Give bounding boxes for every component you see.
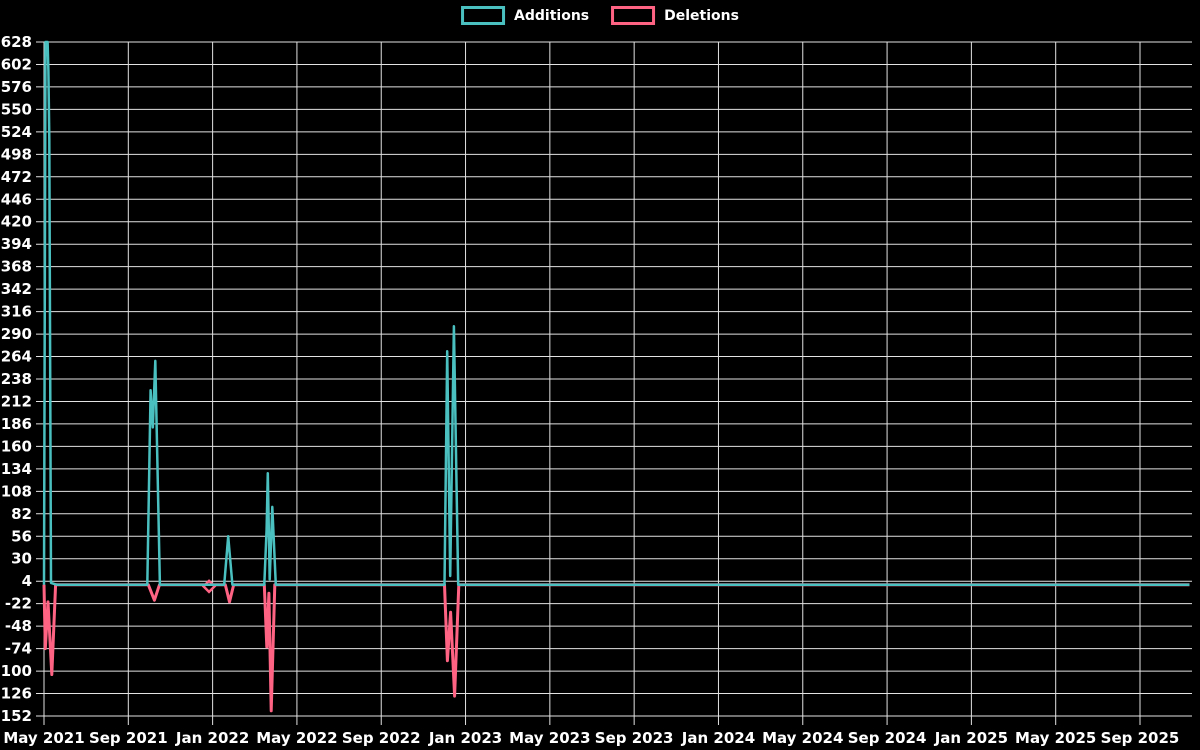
chart-legend: Additions Deletions [461,6,739,25]
y-tick-label: 160 [1,437,32,455]
y-tick-label: 602 [1,55,32,73]
deletions-legend-label: Deletions [664,7,739,24]
y-tick-label: 82 [11,505,32,523]
y-tick-label: 394 [1,235,32,253]
y-tick-label: 186 [1,415,32,433]
y-tick-label: -126 [0,685,32,703]
x-tick-label: May 2024 [762,729,843,747]
y-tick-label: -152 [0,707,32,725]
y-tick-label: 576 [1,78,32,96]
x-tick-label: Sep 2025 [1101,729,1180,747]
y-tick-label: 30 [11,550,32,568]
y-tick-label: 108 [1,482,32,500]
y-tick-label: 472 [1,168,32,186]
y-tick-label: 134 [1,460,32,478]
x-tick-label: May 2025 [1015,729,1096,747]
y-tick-label: 4 [22,572,32,590]
x-tick-label: May 2023 [509,729,590,747]
y-tick-label: 446 [1,190,32,208]
y-tick-label: 498 [1,145,32,163]
x-tick-label: Jan 2023 [428,729,502,747]
y-tick-label: 420 [1,213,32,231]
y-tick-label: 264 [1,348,32,366]
x-tick-label: Jan 2022 [175,729,249,747]
y-tick-label: 628 [1,33,32,51]
x-tick-label: May 2021 [3,729,84,747]
x-tick-label: May 2022 [256,729,337,747]
legend-item-deletions[interactable]: Deletions [611,6,739,25]
x-tick-label: Sep 2022 [342,729,421,747]
x-tick-label: Jan 2025 [934,729,1008,747]
legend-item-additions[interactable]: Additions [461,6,589,25]
additions-legend-label: Additions [514,7,590,24]
additions-legend-swatch [461,6,506,25]
y-tick-label: 238 [1,370,32,388]
y-tick-label: 316 [1,303,32,321]
x-tick-label: Jan 2024 [681,729,755,747]
additions-line [42,40,1190,586]
y-tick-label: 56 [11,527,32,545]
x-tick-label: Sep 2021 [89,729,168,747]
y-tick-label: 212 [1,392,32,410]
y-tick-label: 342 [1,280,32,298]
y-tick-label: -74 [5,640,32,658]
y-tick-label: 368 [1,258,32,276]
y-tick-label: -100 [0,662,32,680]
y-tick-label: -48 [5,617,32,635]
y-tick-label: 290 [1,325,32,343]
y-tick-label: -22 [5,595,32,613]
y-tick-label: 524 [1,123,32,141]
deletions-legend-swatch [611,6,656,25]
y-tick-label: 550 [1,100,32,118]
x-tick-label: Sep 2024 [848,729,927,747]
x-tick-label: Sep 2023 [595,729,674,747]
